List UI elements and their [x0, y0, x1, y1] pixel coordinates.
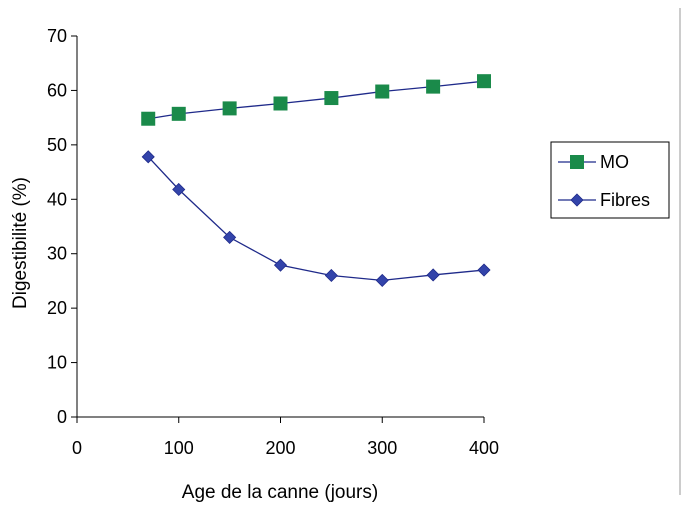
y-tick-label: 60	[47, 80, 67, 100]
series-line-fibres	[147, 156, 485, 282]
legend-box	[550, 141, 670, 219]
legend: MO Fibres	[550, 141, 670, 219]
data-point-fibres	[141, 150, 155, 164]
y-tick-label: 20	[47, 298, 67, 318]
x-tick-label: 100	[164, 438, 194, 458]
axes: 0 10 20 30 40 50 60 70 0 100 200 300 400	[47, 26, 499, 458]
legend-label-fibres: Fibres	[600, 190, 650, 210]
x-tick-label: 300	[367, 438, 397, 458]
data-point-mo	[141, 111, 156, 126]
series-line-mo	[148, 80, 485, 120]
x-tick-label: 400	[469, 438, 499, 458]
y-tick-label: 40	[47, 189, 67, 209]
data-point-fibres	[426, 268, 440, 282]
y-tick-label: 0	[57, 407, 67, 427]
data-point-fibres	[172, 182, 186, 197]
data-point-fibres	[375, 273, 389, 287]
data-point-mo	[273, 96, 288, 111]
y-tick-label: 70	[47, 26, 67, 46]
plot-area	[141, 74, 491, 287]
y-tick-label: 10	[47, 353, 67, 373]
y-tick-label: 50	[47, 135, 67, 155]
legend-label-mo: MO	[600, 152, 629, 172]
data-point-mo	[324, 91, 339, 106]
data-point-fibres	[273, 258, 288, 272]
x-axis-title: Age de la canne (jours)	[182, 482, 378, 503]
data-point-fibres	[477, 263, 491, 277]
data-point-mo	[477, 74, 491, 89]
legend-marker-fibres	[570, 193, 584, 207]
y-tick-label: 30	[47, 244, 67, 264]
x-tick-label: 200	[265, 438, 295, 458]
data-point-mo	[426, 79, 441, 94]
data-point-mo	[375, 84, 390, 99]
data-point-fibres	[324, 268, 338, 283]
data-point-fibres	[223, 230, 237, 244]
legend-marker-mo	[570, 155, 584, 169]
y-axis-title: Digestibilité (%)	[10, 177, 31, 309]
data-point-mo	[171, 106, 186, 121]
x-tick-label: 0	[72, 438, 82, 458]
data-point-mo	[222, 101, 237, 116]
